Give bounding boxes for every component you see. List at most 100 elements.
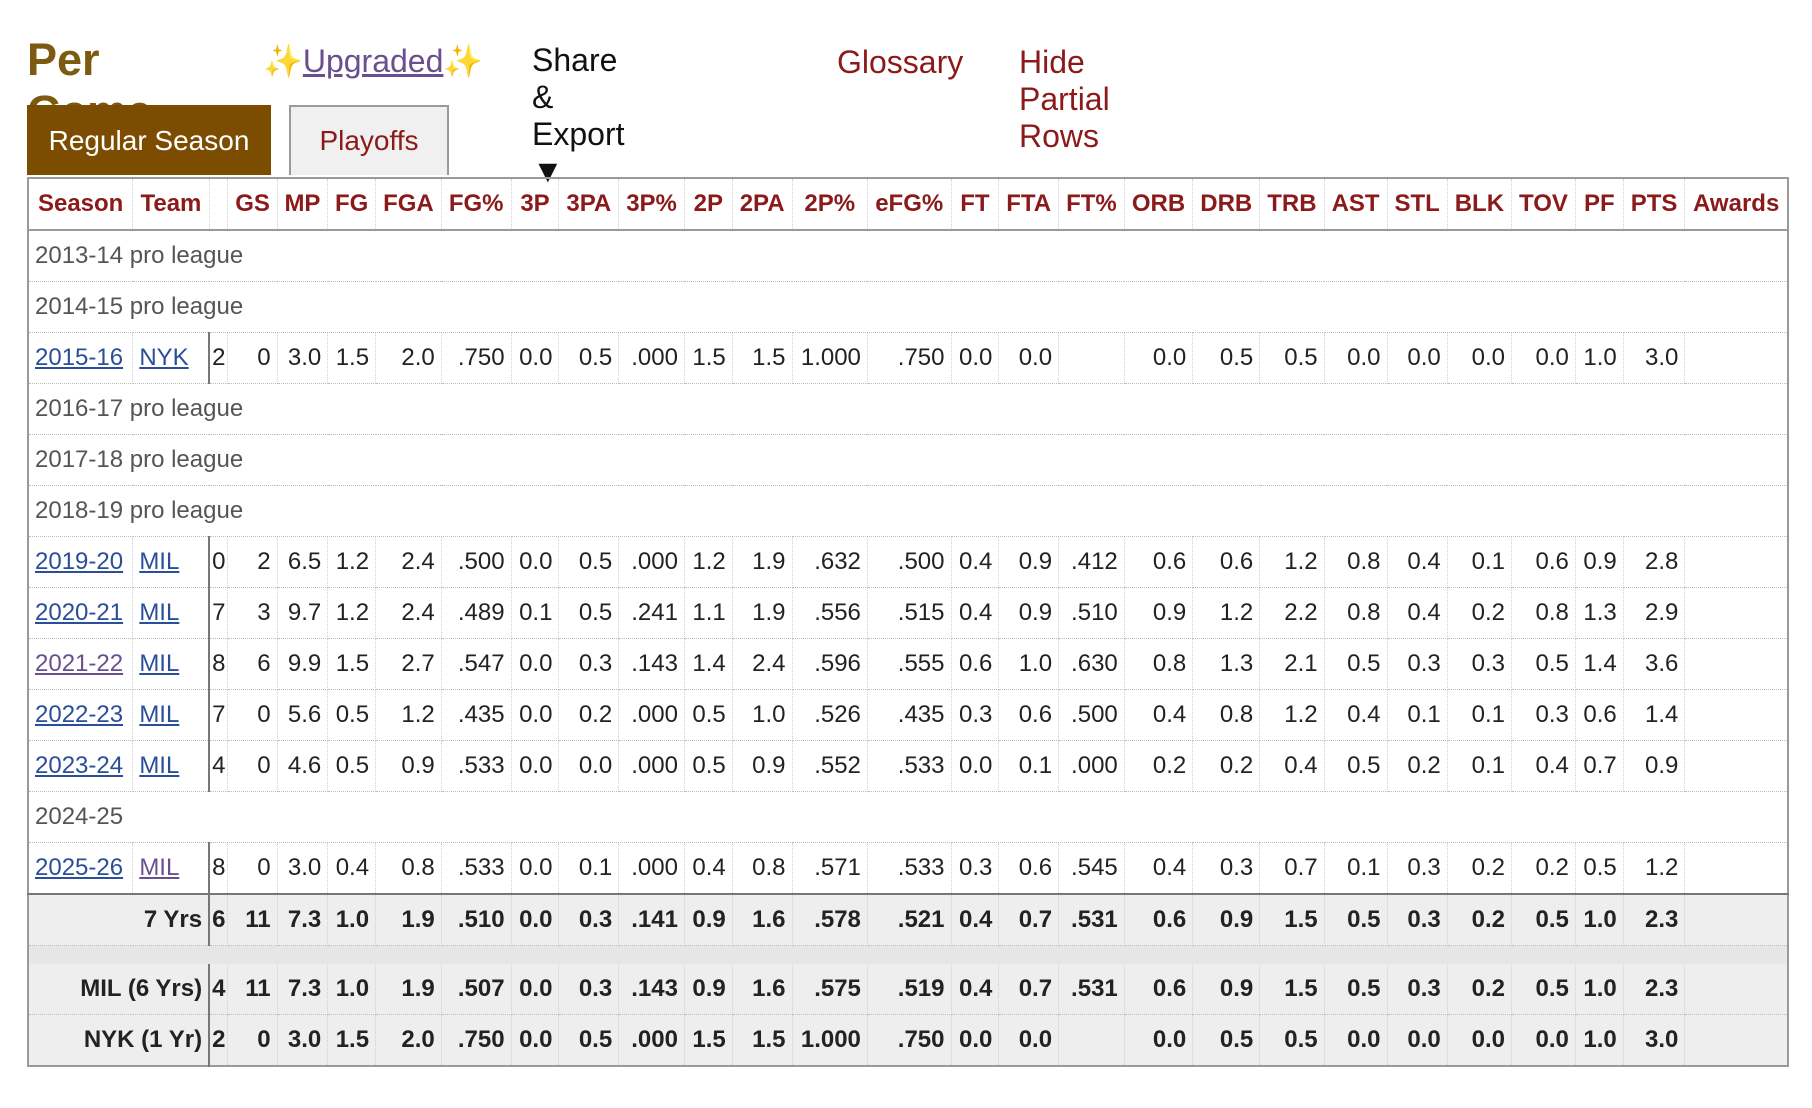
stat-cell: 0.6 [1124, 964, 1194, 1015]
stat-cell: 11 [227, 964, 278, 1015]
stat-cell: 1.5 [327, 332, 377, 384]
season-cell: 2023-24 [28, 740, 134, 792]
column-header-fta[interactable]: FTA [998, 177, 1060, 231]
tab-regular-season[interactable]: Regular Season [27, 105, 271, 175]
stat-cell: 0.6 [1575, 689, 1624, 741]
season-link[interactable]: 2020-21 [35, 599, 124, 626]
column-header-mp[interactable]: MP [277, 177, 329, 231]
column-header-2pa[interactable]: 2PA [732, 177, 793, 231]
column-header-orb[interactable]: ORB [1124, 177, 1194, 231]
stat-cell: 0.5 [327, 740, 377, 792]
glossary-link[interactable]: Glossary [837, 44, 964, 80]
column-header-pf[interactable]: PF [1575, 177, 1624, 231]
stat-cell: 0.6 [1124, 536, 1194, 588]
column-header-tov[interactable]: TOV [1511, 177, 1576, 231]
stat-cell: 7 [208, 689, 229, 741]
partial-season-label: 2013-14 pro league [28, 230, 1789, 282]
column-header-ast[interactable]: AST [1324, 177, 1388, 231]
column-header-trb[interactable]: TRB [1259, 177, 1325, 231]
column-header-gs[interactable]: GS [227, 177, 278, 231]
table-row: 2014-15 pro league [28, 281, 1789, 333]
stat-cell: 0.5 [1324, 893, 1388, 946]
team-link[interactable]: MIL [139, 701, 180, 728]
team-link[interactable]: MIL [139, 650, 180, 677]
column-header-awards[interactable]: Awards [1684, 177, 1789, 231]
column-header-blk[interactable]: BLK [1447, 177, 1513, 231]
stat-cell: 2.4 [375, 536, 442, 588]
stat-cell: 1.0 [998, 638, 1060, 690]
team-link[interactable]: NYK [139, 344, 189, 371]
stat-cell: 0.1 [511, 587, 560, 639]
stat-cell: 2.8 [1623, 536, 1686, 588]
stat-cell: 0.3 [1387, 964, 1448, 1015]
stat-cell: 0.9 [375, 740, 442, 792]
stat-cell [1058, 332, 1125, 384]
upgraded-link-group[interactable]: ✨Upgraded✨ [263, 42, 483, 80]
column-header-2p[interactable]: 2P% [792, 177, 868, 231]
season-link[interactable]: 2025-26 [35, 854, 124, 881]
share-export-menu[interactable]: Share & Export ▼ [532, 42, 625, 189]
stat-cell [1684, 689, 1789, 741]
team-link[interactable]: MIL [139, 752, 180, 779]
stat-cell: 2.9 [1623, 587, 1686, 639]
column-header-pts[interactable]: PTS [1623, 177, 1686, 231]
stat-cell: 5.6 [277, 689, 329, 741]
stat-cell: .000 [618, 1014, 685, 1067]
stat-cell: 0.0 [1324, 332, 1388, 384]
season-link[interactable]: 2023-24 [35, 752, 124, 779]
column-header-3p[interactable]: 3P [511, 177, 560, 231]
stat-cell: 0.3 [1387, 842, 1448, 895]
column-header-g[interactable] [209, 177, 229, 231]
column-header-fg[interactable]: FG% [441, 177, 512, 231]
team-link[interactable]: MIL [139, 599, 180, 626]
stat-cell: 1.5 [732, 1014, 793, 1067]
stat-cell: .750 [867, 1014, 952, 1067]
stat-cell: 0.9 [1192, 893, 1261, 946]
stat-cell: 0.0 [998, 1014, 1060, 1067]
stat-cell: 0.4 [951, 587, 1000, 639]
season-link[interactable]: 2019-20 [35, 548, 124, 575]
column-header-stl[interactable]: STL [1387, 177, 1448, 231]
column-header-season[interactable]: Season [28, 177, 134, 231]
stat-cell: 0.0 [1511, 1014, 1576, 1067]
tab-playoffs[interactable]: Playoffs [289, 105, 449, 175]
team-cell: MIL [132, 740, 210, 792]
stat-cell: 11 [227, 893, 278, 946]
column-header-3pa[interactable]: 3PA [558, 177, 620, 231]
column-header-ft[interactable]: FT [951, 177, 1000, 231]
sparkle-icon: ✨ [263, 43, 303, 79]
stat-cell: 0.4 [1324, 689, 1388, 741]
column-header-ft[interactable]: FT% [1058, 177, 1125, 231]
season-link[interactable]: 2021-22 [35, 650, 124, 677]
season-link[interactable]: 2022-23 [35, 701, 124, 728]
stat-cell: 3.0 [277, 332, 329, 384]
column-header-team[interactable]: Team [132, 177, 210, 231]
column-header-drb[interactable]: DRB [1192, 177, 1261, 231]
stat-cell [1684, 1014, 1789, 1067]
stat-cell: 0.7 [998, 893, 1060, 946]
stat-cell: 0.0 [511, 536, 560, 588]
hide-partial-rows-toggle[interactable]: Hide Partial Rows [1019, 44, 1110, 154]
column-header-3p[interactable]: 3P% [618, 177, 685, 231]
column-header-fg[interactable]: FG [327, 177, 377, 231]
column-header-efg[interactable]: eFG% [867, 177, 952, 231]
stat-cell: 0.5 [684, 740, 733, 792]
stat-cell: .489 [441, 587, 512, 639]
stat-cell: 1.4 [1623, 689, 1686, 741]
season-link[interactable]: 2015-16 [35, 344, 124, 371]
stat-cell: 0.2 [1447, 964, 1513, 1015]
upgraded-link[interactable]: Upgraded [302, 43, 444, 79]
stat-cell: 1.3 [1192, 638, 1261, 690]
column-header-2p[interactable]: 2P [684, 177, 733, 231]
table-row: 2015-16 NYK 2 0 3.0 1.5 2.0.750 0.0 0.5.000 1.5 1.… [28, 332, 1789, 384]
stat-cell: .552 [792, 740, 868, 792]
stat-cell: 0.1 [1447, 689, 1513, 741]
stat-cell: 0.0 [511, 893, 560, 946]
stat-cell: 0.0 [511, 740, 560, 792]
stat-cell: 2.1 [1259, 638, 1325, 690]
stat-cell: .515 [867, 587, 952, 639]
column-header-fga[interactable]: FGA [375, 177, 442, 231]
team-link[interactable]: MIL [139, 854, 180, 881]
team-link[interactable]: MIL [139, 548, 180, 575]
stat-cell [1684, 964, 1789, 1015]
